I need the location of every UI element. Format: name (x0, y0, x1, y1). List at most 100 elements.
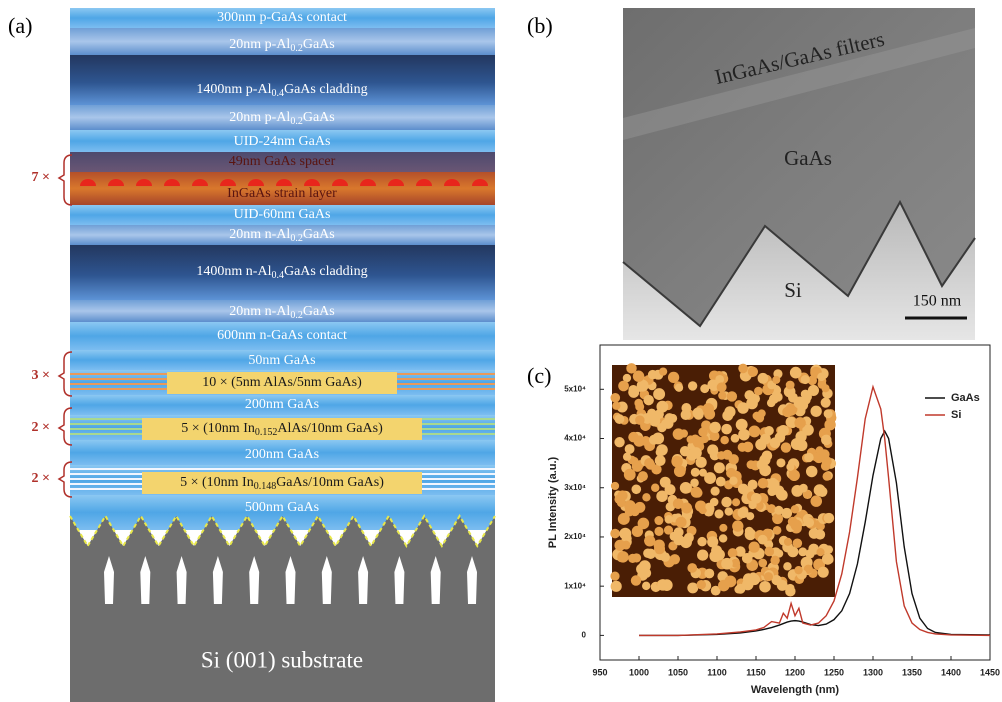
afm-dot (767, 504, 776, 513)
afm-dot (656, 401, 668, 413)
afm-dot (720, 436, 728, 444)
afm-dot (648, 370, 658, 380)
label-part: GaAs cladding (284, 264, 368, 279)
afm-dot (656, 444, 667, 455)
layer-label: UID-60nm GaAs (234, 207, 331, 222)
afm-dot (781, 442, 791, 452)
afm-dot (649, 435, 659, 445)
afm-dot (714, 462, 725, 473)
afm-dot (825, 556, 833, 564)
afm-dot (747, 460, 756, 469)
label-subscript: 0.152 (255, 427, 278, 438)
substrate-label: Si (001) substrate (201, 647, 363, 672)
afm-dot (776, 458, 785, 467)
legend-label: Si (951, 409, 961, 421)
afm-dot (791, 505, 799, 513)
afm-dot (719, 524, 727, 532)
afm-dot (732, 520, 743, 531)
afm-dot (808, 385, 819, 396)
y-tick-label: 5x10⁴ (564, 384, 586, 393)
afm-dot (753, 412, 762, 421)
afm-dot (636, 564, 647, 575)
afm-dot (665, 515, 674, 524)
afm-dot (810, 406, 821, 417)
layer-label: 200nm GaAs (245, 397, 319, 412)
afm-dot (745, 527, 754, 536)
afm-dot (748, 367, 758, 377)
afm-dot (656, 490, 667, 501)
layer-label: 20nm n-Al0.2GaAs (229, 304, 334, 321)
label-subscript: 0.4 (271, 270, 284, 281)
afm-dot (793, 538, 803, 548)
layer-label: 200nm GaAs (245, 447, 319, 462)
afm-dot (654, 516, 663, 525)
afm-dot (610, 529, 620, 539)
x-tick-label: 1250 (824, 667, 844, 677)
y-tick-label: 0 (582, 631, 587, 640)
afm-dot (778, 425, 789, 436)
layer-label: 5 × (10nm In0.152AlAs/10nm GaAs) (181, 421, 383, 438)
tem-image: InGaAs/GaAs filters GaAs Si 150 nm (623, 8, 975, 340)
afm-dot (721, 497, 732, 508)
afm-dot (801, 375, 810, 384)
x-tick-label: 1400 (941, 667, 961, 677)
x-tick-label: 1200 (785, 667, 805, 677)
afm-dot (614, 494, 624, 504)
afm-dot (719, 534, 727, 542)
afm-dot (729, 477, 737, 485)
afm-dot (611, 482, 619, 490)
afm-dot (751, 493, 762, 504)
afm-dot (794, 417, 805, 428)
afm-dot (817, 372, 826, 381)
afm-dot (718, 391, 726, 399)
panel-label: (c) (527, 363, 551, 388)
afm-dot (791, 519, 802, 530)
layer-label: 500nm GaAs (245, 500, 319, 515)
afm-dot (724, 406, 735, 417)
afm-dot (759, 581, 771, 593)
afm-dot (749, 542, 760, 553)
afm-dot (821, 398, 831, 408)
afm-dot (725, 507, 733, 515)
afm-dot (704, 569, 714, 579)
page: {"panel_a": {"label": "(a)", "layers": [… (0, 0, 1002, 702)
label-subscript: 0.4 (271, 88, 284, 99)
label-part: GaAs cladding (284, 82, 368, 97)
afm-dot (743, 442, 754, 453)
afm-dot (611, 581, 622, 592)
afm-dot (654, 527, 663, 536)
afm-dot (643, 395, 653, 405)
afm-dot (693, 436, 704, 447)
afm-dot (742, 579, 753, 590)
afm-dot (821, 461, 831, 471)
afm-dot (744, 390, 754, 400)
afm-dot (785, 586, 795, 596)
afm-dot (697, 580, 706, 589)
y-tick-label: 3x10⁴ (564, 483, 586, 492)
label-subscript: 0.2 (290, 43, 303, 54)
afm-dot (794, 397, 806, 409)
afm-dot (738, 364, 748, 374)
layer-label: InGaAs strain layer (227, 186, 337, 201)
x-tick-label: 950 (592, 667, 607, 677)
layer-label: 50nm GaAs (248, 353, 315, 368)
afm-dot (707, 444, 718, 455)
afm-dot (631, 575, 641, 585)
label-part: 5 × (10nm In (181, 421, 255, 436)
scale-label: 150 nm (913, 293, 962, 310)
afm-dot (617, 551, 628, 562)
afm-dot (625, 444, 635, 454)
x-tick-label: 1450 (980, 667, 1000, 677)
afm-dot (816, 548, 824, 556)
panel-label: (b) (527, 13, 553, 38)
afm-dot (673, 428, 684, 439)
repeat-label: 2 × (32, 471, 50, 486)
afm-dot (614, 540, 625, 551)
afm-dot (675, 384, 683, 392)
layer-label: 600nm n-GaAs contact (217, 328, 347, 343)
afm-dot (732, 498, 740, 506)
afm-dot (612, 402, 620, 410)
afm-dot (687, 563, 697, 573)
afm-dot (668, 372, 679, 383)
afm-dot (634, 399, 643, 408)
